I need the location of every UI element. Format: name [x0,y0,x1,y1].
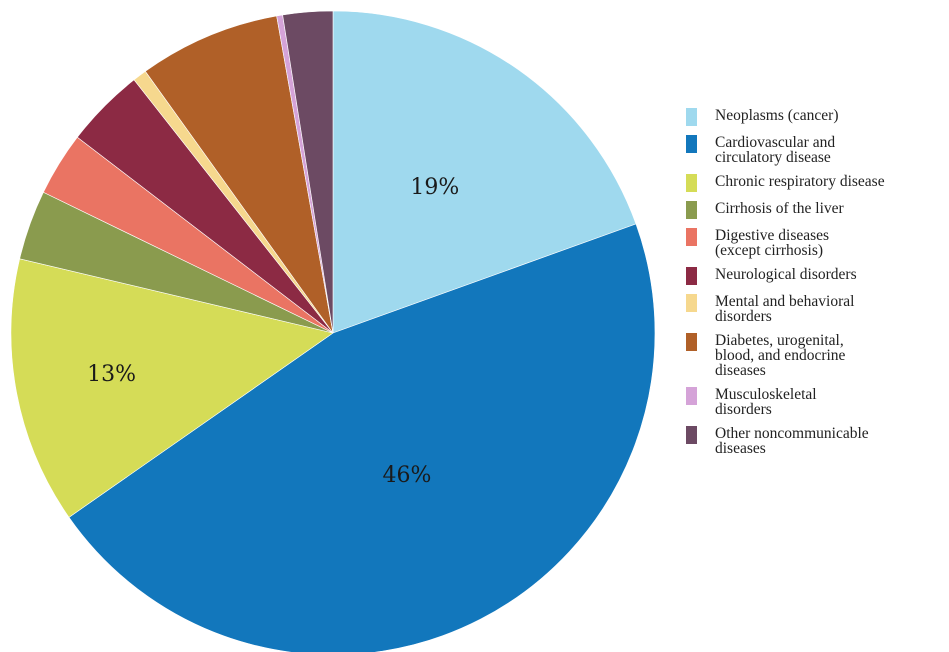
pie-slice-labels: 19% 46% 13% [87,175,459,488]
legend-swatch [686,294,697,312]
legend-label: Musculoskeletal disorders [715,386,817,418]
legend-swatch [686,108,697,126]
pie-slice [282,10,334,334]
legend-label: Neurological disorders [715,266,857,283]
legend-label: Cardiovascular and circulatory disease [715,134,836,166]
legend-item: Cirrhosis of the liver [686,201,948,219]
legend-item: Musculoskeletal disorders [686,387,948,417]
legend-label: Chronic respiratory disease [715,173,885,190]
legend-label: Diabetes, urogenital, blood, and endocri… [715,332,846,379]
slice-percent-label: 13% [87,362,136,387]
legend-item: Other noncommunicable diseases [686,426,948,456]
legend-swatch [686,201,697,219]
legend-item: Digestive diseases (except cirrhosis) [686,228,948,258]
legend-swatch [686,228,697,246]
chart-legend: Neoplasms (cancer) Cardiovascular and cir… [686,108,948,465]
slice-percent-label: 46% [383,463,432,488]
legend-label: Neoplasms (cancer) [715,107,839,124]
legend-swatch [686,426,697,444]
legend-item: Diabetes, urogenital, blood, and endocri… [686,333,948,378]
legend-swatch [686,333,697,351]
legend-item: Neurological disorders [686,267,948,285]
legend-item: Chronic respiratory disease [686,174,948,192]
legend-swatch [686,267,697,285]
pie-slice [10,258,334,518]
legend-item: Mental and behavioral disorders [686,294,948,324]
legend-item: Neoplasms (cancer) [686,108,948,126]
legend-label: Other noncommunicable diseases [715,425,869,457]
legend-label: Digestive diseases (except cirrhosis) [715,227,830,259]
pie-slices [10,10,656,652]
legend-swatch [686,174,697,192]
pie-slice [332,10,637,334]
slice-percent-label: 19% [410,175,459,200]
legend-swatch [686,387,697,405]
legend-swatch [686,135,697,153]
legend-label: Mental and behavioral disorders [715,293,855,325]
pie-slice [144,15,334,334]
legend-item: Cardiovascular and circulatory disease [686,135,948,165]
pie-slice [68,223,656,652]
legend-label: Cirrhosis of the liver [715,200,844,217]
